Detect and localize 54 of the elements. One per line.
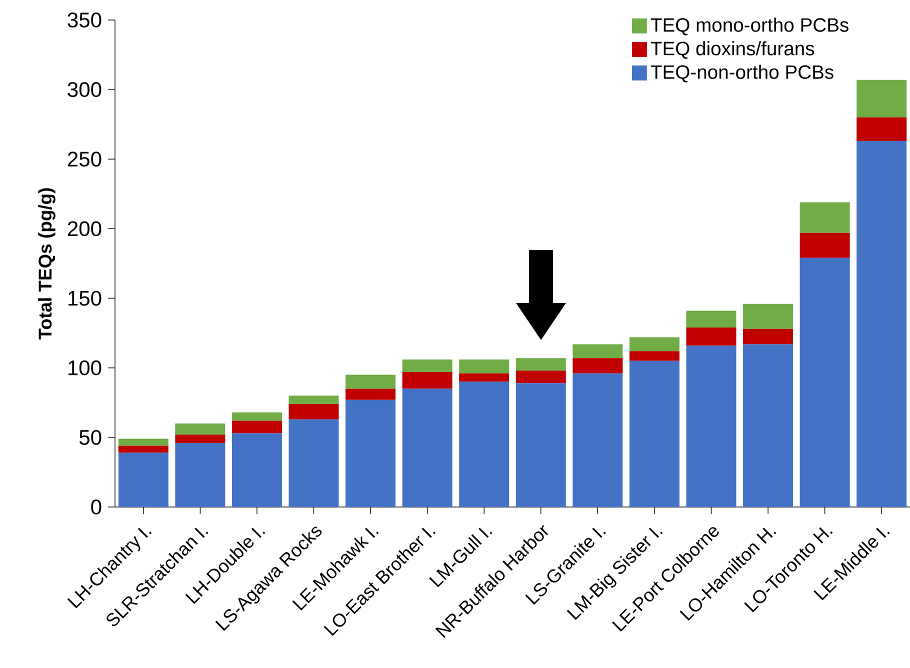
bar — [402, 372, 452, 389]
bar — [856, 141, 907, 507]
bar — [743, 344, 794, 507]
bar — [288, 404, 339, 420]
bar — [175, 424, 226, 435]
legend-label: TEQ mono-ortho PCBs — [650, 18, 848, 36]
bar — [743, 328, 794, 344]
bar — [288, 396, 339, 404]
bar — [800, 202, 850, 233]
bar — [516, 383, 566, 507]
bar — [800, 258, 850, 507]
y-tick-label: 200 — [68, 221, 102, 236]
bar — [402, 360, 452, 372]
y-tick-label: 150 — [68, 290, 102, 306]
bar — [232, 433, 282, 507]
bar — [118, 446, 168, 453]
bar — [856, 117, 907, 142]
y-tick-label: 300 — [68, 82, 102, 98]
legend-label: TEQ-non-ortho PCBs — [650, 64, 834, 82]
bar — [459, 373, 510, 382]
y-tick-label: 0 — [91, 500, 102, 514]
bar — [288, 419, 339, 507]
bar — [686, 346, 736, 507]
bar — [232, 420, 282, 434]
bar — [118, 452, 168, 507]
bar — [459, 382, 510, 507]
bar — [856, 80, 907, 118]
bar — [346, 400, 396, 507]
legend-label: TEQ dioxins/furans — [650, 41, 814, 59]
bar — [516, 358, 566, 371]
bar — [402, 388, 452, 507]
bar — [516, 370, 566, 384]
bar — [572, 373, 623, 507]
bar — [686, 327, 736, 346]
bar — [629, 360, 680, 507]
bar — [175, 434, 226, 443]
bar — [686, 310, 736, 328]
y-tick-label: 350 — [68, 12, 102, 28]
y-tick-label: 50 — [79, 430, 102, 445]
bar — [459, 360, 510, 374]
y-tick-label: 250 — [68, 152, 102, 167]
bar — [743, 304, 794, 329]
bar — [346, 374, 396, 389]
bar — [572, 344, 623, 358]
bar — [175, 442, 226, 507]
bar — [629, 337, 680, 352]
y-tick-label: 100 — [68, 360, 102, 376]
bar — [629, 351, 680, 361]
bar — [346, 388, 396, 400]
bar — [118, 438, 168, 446]
bar — [572, 358, 623, 374]
bar — [232, 412, 282, 421]
y-axis-title: Total TEQs (pg/g) — [38, 188, 56, 340]
bar — [800, 232, 850, 258]
